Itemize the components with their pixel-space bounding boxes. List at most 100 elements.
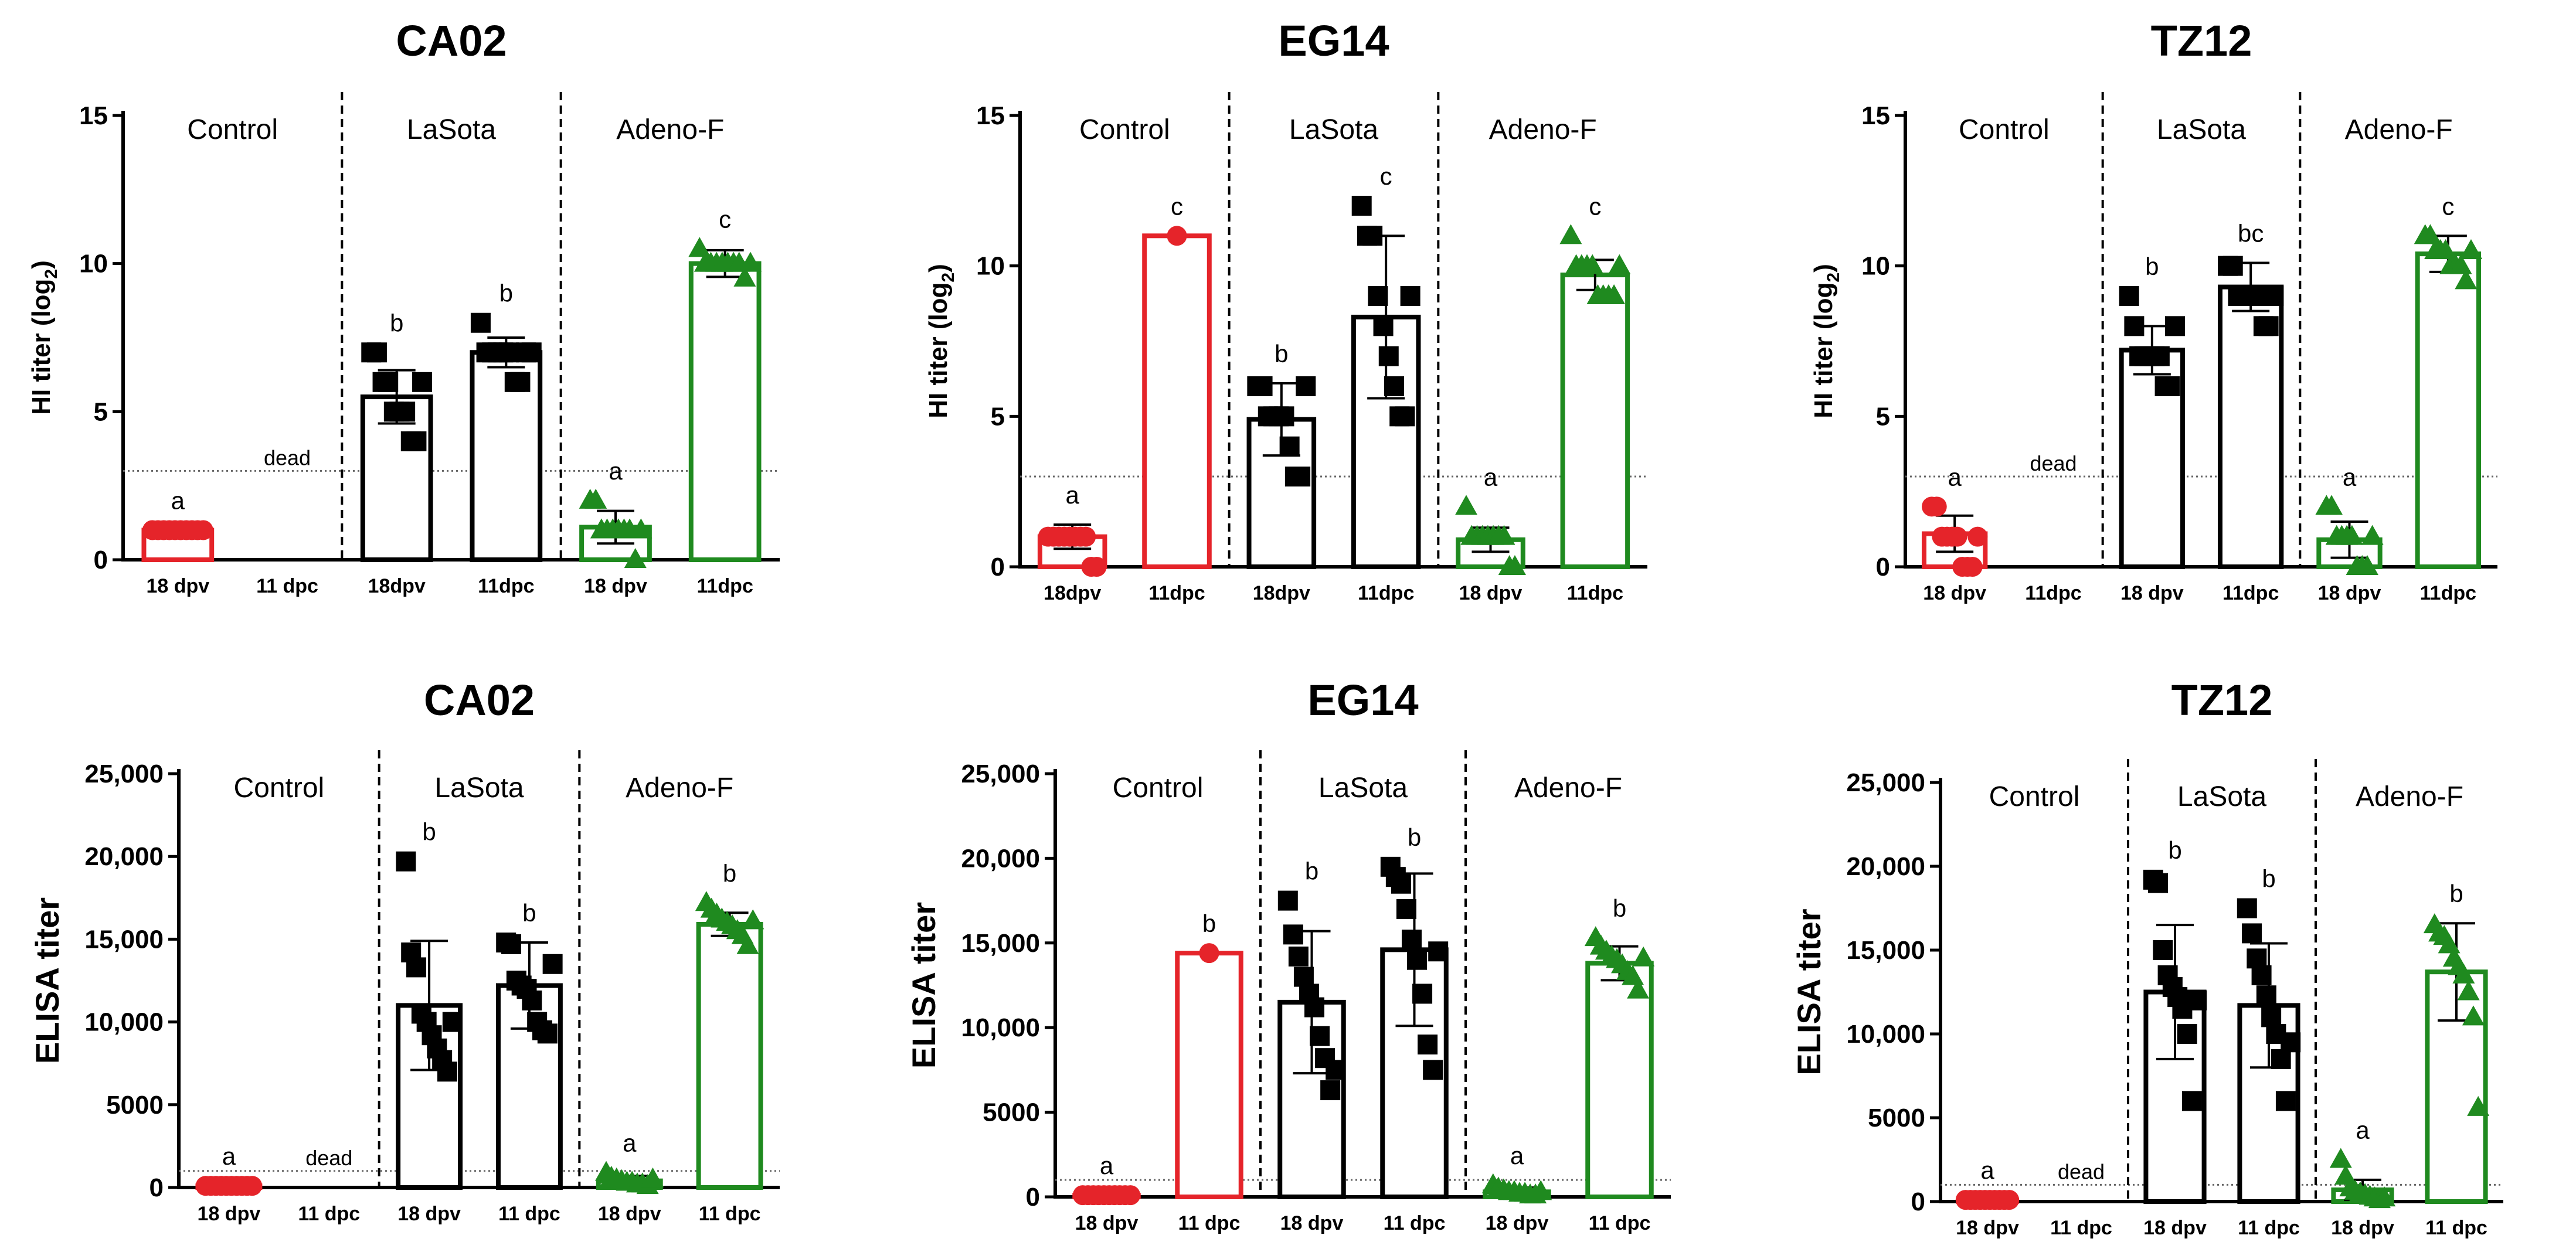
x-tick-label: 18 dpv xyxy=(598,1203,661,1225)
significance-letter: b xyxy=(2145,253,2159,280)
y-axis-label-text: ELISA titer xyxy=(29,897,66,1064)
x-tick-label: 11 dpc xyxy=(298,1203,360,1225)
data-point xyxy=(2181,1091,2202,1111)
x-tick-label: 11 dpc xyxy=(1589,1212,1651,1234)
data-point xyxy=(1608,254,1631,274)
significance-letter: a xyxy=(1100,1152,1114,1179)
bar xyxy=(1142,233,1212,570)
bar xyxy=(1585,961,1654,1200)
data-point xyxy=(2177,1024,2197,1044)
y-tick-label: 0 xyxy=(94,546,108,574)
group-label: Control xyxy=(1989,781,2080,812)
x-tick-label: 11dpc xyxy=(2420,582,2476,604)
dead-label: dead xyxy=(2030,451,2077,475)
data-point xyxy=(1373,316,1394,336)
significance-letter: b xyxy=(499,280,513,307)
significance-letter: a xyxy=(171,486,185,514)
data-point xyxy=(2153,940,2173,960)
significance-letter: c xyxy=(1171,192,1183,220)
data-point xyxy=(521,342,542,363)
y-axis-label-subscript: 2 xyxy=(1824,273,1843,283)
data-point xyxy=(1400,286,1420,306)
data-point xyxy=(2237,898,2257,918)
x-tick-label: 11dpc xyxy=(1148,582,1205,604)
data-point xyxy=(2258,316,2279,336)
x-tick-label: 18 dpv xyxy=(397,1203,461,1225)
data-point xyxy=(1362,226,1383,246)
significance-letter: a xyxy=(1948,463,1962,491)
data-point xyxy=(442,1012,463,1032)
group-label: Adeno-F xyxy=(1489,114,1597,145)
panel-title: CA02 xyxy=(396,16,507,65)
data-point xyxy=(1368,286,1388,306)
y-axis-label: ELISA titer xyxy=(29,897,66,1064)
data-point xyxy=(1086,557,1107,577)
data-point xyxy=(470,312,491,333)
significance-letter: a xyxy=(609,457,623,485)
significance-letter: b xyxy=(422,818,436,846)
y-axis-label-close: ) xyxy=(27,260,56,269)
chart-panel: EG14 0 5000 10,000 15,000 20,000 25,000 ELISA t… xyxy=(905,676,1671,1234)
data-point xyxy=(2320,495,2343,515)
y-axis-label-text: ELISA titer xyxy=(905,902,942,1069)
data-point xyxy=(2361,525,2384,545)
data-point xyxy=(2160,376,2180,396)
chart-panel: TZ12 0 5000 10,000 15,000 20,000 25,000 ELISA t… xyxy=(1790,676,2503,1239)
significance-letter: a xyxy=(1980,1156,1994,1184)
x-tick-label: 11dpc xyxy=(1358,582,1414,604)
data-point xyxy=(510,372,531,392)
y-axis-label-text: HI titer (log xyxy=(1809,283,1838,418)
x-tick-label: 18 dpv xyxy=(146,575,209,597)
data-point xyxy=(2340,525,2363,545)
significance-letter: b xyxy=(1408,824,1421,851)
significance-letter: b xyxy=(1202,910,1216,937)
y-tick-label: 10,000 xyxy=(1846,1020,1925,1049)
y-tick-label: 10,000 xyxy=(961,1013,1040,1042)
data-point xyxy=(501,934,522,954)
y-tick-label: 10 xyxy=(1861,252,1890,281)
significance-letter: a xyxy=(1484,463,1498,491)
data-point xyxy=(1283,924,1303,945)
data-point xyxy=(1999,1190,2020,1210)
y-tick-label: 15,000 xyxy=(1846,936,1925,965)
data-point xyxy=(1412,984,1433,1004)
panel-title: EG14 xyxy=(1278,16,1389,65)
y-tick-label: 5 xyxy=(94,397,108,426)
data-point xyxy=(1947,526,1967,547)
data-point xyxy=(2251,965,2272,985)
data-point xyxy=(2256,985,2276,1006)
significance-letter: a xyxy=(1065,481,1079,509)
group-label: Adeno-F xyxy=(2345,114,2453,145)
data-point xyxy=(2264,286,2284,306)
x-tick-label: 18 dpv xyxy=(1459,582,1523,604)
significance-letter: b xyxy=(1275,340,1288,368)
data-point xyxy=(1310,1026,1330,1046)
data-point xyxy=(2187,990,2207,1010)
significance-letter: b xyxy=(1305,858,1318,885)
panel-title: TZ12 xyxy=(2171,676,2273,724)
data-point xyxy=(742,909,764,930)
data-point xyxy=(1167,226,1187,246)
data-point xyxy=(2148,873,2169,893)
data-point xyxy=(1632,946,1655,967)
y-tick-label: 10 xyxy=(976,252,1005,281)
data-point xyxy=(1530,1180,1552,1200)
data-point xyxy=(630,518,653,539)
group-label: Adeno-F xyxy=(626,773,733,804)
data-point xyxy=(1455,495,1478,515)
data-point xyxy=(1395,406,1415,427)
data-point xyxy=(1279,436,1300,457)
x-tick-label: 18 dpv xyxy=(1956,1217,2019,1239)
x-tick-label: 18 dpv xyxy=(1923,582,1986,604)
x-tick-label: 11 dpc xyxy=(2238,1217,2300,1239)
group-label: LaSota xyxy=(2177,781,2266,812)
group-label: Control xyxy=(187,114,278,145)
data-point xyxy=(406,957,427,978)
y-axis-label: ELISA titer xyxy=(905,902,942,1069)
x-tick-label: 11 dpc xyxy=(1178,1212,1241,1234)
data-point xyxy=(1559,224,1582,244)
data-point xyxy=(1199,943,1219,964)
y-tick-label: 10 xyxy=(79,250,108,278)
y-axis-label-text: HI titer (log xyxy=(924,283,953,418)
data-point xyxy=(1581,254,1604,274)
